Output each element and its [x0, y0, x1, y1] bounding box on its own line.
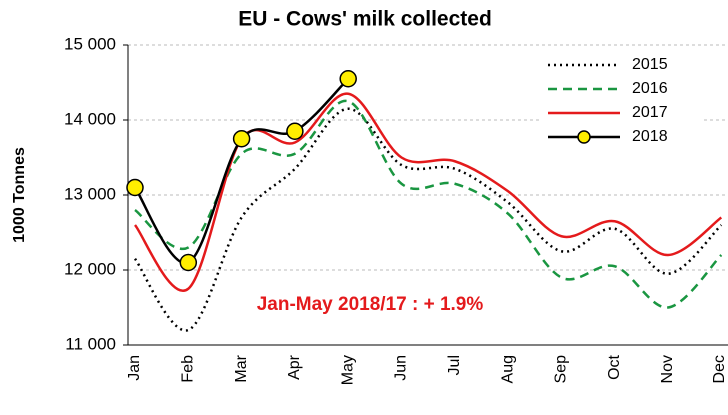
- series-line: [134, 99, 723, 309]
- legend-label: 2017: [632, 104, 668, 121]
- x-tick-label: Mar: [233, 354, 250, 382]
- y-tick-label: 14 000: [64, 109, 116, 128]
- x-tick-label: Apr: [286, 354, 303, 380]
- data-point: [339, 70, 357, 88]
- y-tick-label: 15 000: [64, 34, 116, 53]
- data-point: [286, 122, 304, 140]
- x-tick-label: Dec: [711, 355, 728, 383]
- legend-label: 2016: [632, 80, 668, 97]
- x-tick-label: Jul: [446, 355, 463, 375]
- legend-label: 2015: [632, 56, 668, 73]
- x-tick-label: Nov: [659, 355, 676, 383]
- annotation: Jan-May 2018/17 : + 1.9%: [257, 294, 484, 315]
- x-tick-label: Feb: [180, 355, 197, 383]
- y-tick-label: 12 000: [64, 259, 116, 278]
- data-point: [232, 130, 251, 148]
- legend-box: [542, 51, 702, 151]
- x-tick-label: Oct: [606, 354, 623, 379]
- data-point: [126, 178, 144, 197]
- chart-title: EU - Cows' milk collected: [238, 8, 492, 31]
- series-line: [133, 92, 723, 292]
- x-tick-label: Sep: [553, 355, 570, 384]
- data-point: [179, 253, 198, 272]
- y-tick-label: 13 000: [64, 184, 116, 203]
- y-axis-label: 1000 Tonnes: [11, 147, 28, 243]
- legend-marker: [577, 130, 591, 144]
- x-tick-label: May: [339, 355, 356, 385]
- series-line: [133, 77, 350, 265]
- x-tick-label: Aug: [499, 355, 516, 383]
- x-tick-label: Jun: [393, 355, 410, 381]
- series-line: [133, 107, 723, 332]
- y-tick-label: 11 000: [65, 334, 116, 353]
- x-tick-label: Jan: [126, 355, 143, 381]
- legend-label: 2018: [632, 128, 668, 145]
